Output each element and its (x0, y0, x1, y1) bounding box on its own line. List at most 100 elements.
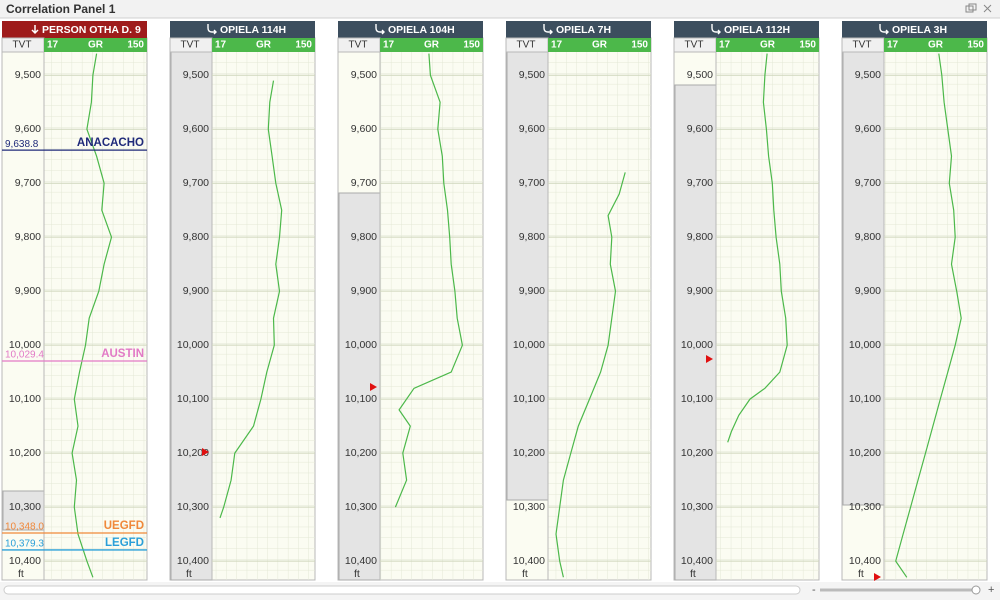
depth-tick-label: 10,300 (849, 501, 881, 513)
depth-tick-label: 9,700 (183, 177, 209, 189)
depth-tick-label: 9,900 (183, 285, 209, 297)
depth-tick-label: 9,800 (855, 231, 881, 243)
depth-label: TVT (13, 40, 32, 51)
gr-curve (219, 80, 283, 519)
depth-tick-label: 10,300 (177, 501, 209, 513)
scale-name: GR (256, 40, 272, 51)
log-track: OPIELA 114H TVT 17 GR 150 9,500 9,600 9,700 9,80… (169, 21, 316, 581)
track-header (506, 21, 651, 38)
scale-name: GR (88, 40, 104, 51)
track-name: OPIELA 3H (892, 24, 947, 36)
depth-tick-label: 10,100 (177, 393, 209, 405)
scale-min: 17 (887, 40, 899, 51)
depth-tick-label: 9,500 (687, 69, 713, 81)
log-track: OPIELA 104H TVT 17 GR 150 9,500 9,600 9,700 9,80… (337, 21, 484, 581)
log-track: OPIELA 112H TVT 17 GR 150 9,500 9,600 9,700 9,80… (673, 21, 820, 581)
depth-tick-label: 9,600 (183, 123, 209, 135)
well-icon (31, 25, 39, 35)
marker (370, 383, 377, 391)
top-name: UEGFD (104, 520, 144, 532)
well-icon (711, 24, 721, 35)
depth-tick-label: 9,900 (687, 285, 713, 297)
top-name: LEGFD (105, 537, 144, 549)
depth-tick-label: 9,600 (351, 123, 377, 135)
minor-grid (884, 52, 987, 580)
scale-max: 150 (631, 40, 648, 51)
window-buttons[interactable] (965, 3, 992, 13)
scale-min: 17 (383, 40, 395, 51)
depth-label: TVT (517, 40, 536, 51)
depth-shade (170, 51, 213, 581)
scale-max: 150 (463, 40, 480, 51)
depth-tick-label: 10,400 (177, 555, 209, 567)
depth-tick-label: 10,100 (849, 393, 881, 405)
scale-name: GR (424, 40, 440, 51)
depth-tick-label: 9,900 (351, 285, 377, 297)
depth-unit: ft (858, 568, 864, 580)
panel-title: Correlation Panel 1 (6, 2, 116, 16)
depth-tick-label: 9,800 (519, 231, 545, 243)
depth-tick-label: 10,300 (681, 501, 713, 513)
depth-tick-label: 9,600 (519, 123, 545, 135)
log-track: OPIELA 3H TVT 17 GR 150 9,500 9,600 9,700 9,800 9… (841, 21, 988, 581)
depth-tick-label: 10,000 (177, 339, 209, 351)
depth-tick-label: 10,400 (681, 555, 713, 567)
depth-unit: ft (522, 568, 528, 580)
scale-name: GR (592, 40, 608, 51)
depth-unit: ft (18, 568, 24, 580)
depth-tick-label: 10,200 (681, 447, 713, 459)
depth-unit: ft (354, 568, 360, 580)
depth-tick-label: 9,700 (15, 177, 41, 189)
depth-shade (506, 51, 549, 501)
depth-tick-label: 9,600 (855, 123, 881, 135)
gr-curve (895, 53, 962, 578)
track-header (170, 21, 315, 38)
track-header (674, 21, 819, 38)
depth-tick-label: 10,000 (681, 339, 713, 351)
marker (706, 355, 713, 363)
scale-min: 17 (215, 40, 227, 51)
track-name: OPIELA 7H (556, 24, 611, 36)
depth-tick-label: 10,400 (513, 555, 545, 567)
scale-name: GR (760, 40, 776, 51)
scale-max: 150 (799, 40, 816, 51)
depth-tick-label: 9,900 (519, 285, 545, 297)
depth-label: TVT (853, 40, 872, 51)
depth-tick-label: 9,600 (15, 123, 41, 135)
depth-tick-label: 9,500 (351, 69, 377, 81)
top-depth: 10,379.3 (5, 539, 44, 550)
depth-tick-label: 10,200 (345, 447, 377, 459)
title-bar (0, 0, 1000, 18)
minor-grid (44, 52, 147, 580)
depth-tick-label: 9,500 (183, 69, 209, 81)
depth-tick-label: 10,000 (9, 339, 41, 351)
scale-min: 17 (47, 40, 59, 51)
depth-label: TVT (685, 40, 704, 51)
depth-tick-label: 9,800 (687, 231, 713, 243)
depth-label: TVT (181, 40, 200, 51)
well-icon (375, 24, 385, 35)
depth-tick-label: 9,700 (687, 177, 713, 189)
depth-tick-label: 10,200 (513, 447, 545, 459)
depth-tick-label: 9,800 (15, 231, 41, 243)
top-depth: 10,348.0 (5, 522, 44, 533)
minor-grid (548, 52, 651, 580)
minor-grid (716, 52, 819, 580)
track-name: OPIELA 104H (388, 24, 455, 36)
depth-tick-label: 10,000 (513, 339, 545, 351)
scrollbar[interactable]: - + (0, 582, 1000, 600)
minor-grid (212, 52, 315, 580)
depth-unit: ft (186, 568, 192, 580)
gr-curve (555, 172, 626, 578)
minor-grid (380, 52, 483, 580)
track-header (338, 21, 483, 38)
top-name: AUSTIN (101, 348, 144, 360)
track-name: OPIELA 114H (220, 24, 286, 36)
depth-tick-label: 9,800 (351, 231, 377, 243)
scale-max: 150 (295, 40, 312, 51)
marker (874, 573, 881, 581)
depth-tick-label: 10,200 (177, 447, 209, 459)
curve-header (716, 38, 819, 52)
depth-tick-label: 10,100 (681, 393, 713, 405)
depth-tick-label: 9,700 (519, 177, 545, 189)
